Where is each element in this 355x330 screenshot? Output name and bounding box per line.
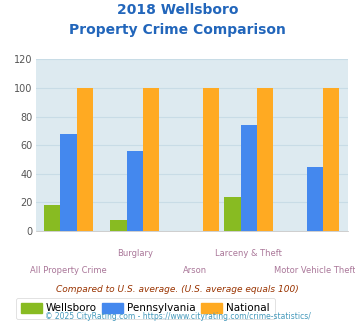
Text: Compared to U.S. average. (U.S. average equals 100): Compared to U.S. average. (U.S. average … [56,285,299,294]
Text: Motor Vehicle Theft: Motor Vehicle Theft [274,266,355,275]
Text: © 2025 CityRating.com - https://www.cityrating.com/crime-statistics/: © 2025 CityRating.com - https://www.city… [45,312,310,321]
Bar [257,88,273,231]
Bar [323,88,339,231]
Legend: Wellsboro, Pennsylvania, National: Wellsboro, Pennsylvania, National [16,298,275,319]
Text: All Property Crime: All Property Crime [30,266,107,275]
Bar [60,134,77,231]
Bar [44,205,60,231]
Bar [77,88,93,231]
Text: Larceny & Theft: Larceny & Theft [215,249,282,258]
Text: Arson: Arson [182,266,207,275]
Bar [203,88,219,231]
Bar [110,219,126,231]
Text: Burglary: Burglary [117,249,153,258]
Text: Property Crime Comparison: Property Crime Comparison [69,23,286,37]
Bar [126,151,143,231]
Bar [241,125,257,231]
Text: 2018 Wellsboro: 2018 Wellsboro [117,3,238,17]
Bar [143,88,159,231]
Bar [224,197,241,231]
Bar [307,167,323,231]
